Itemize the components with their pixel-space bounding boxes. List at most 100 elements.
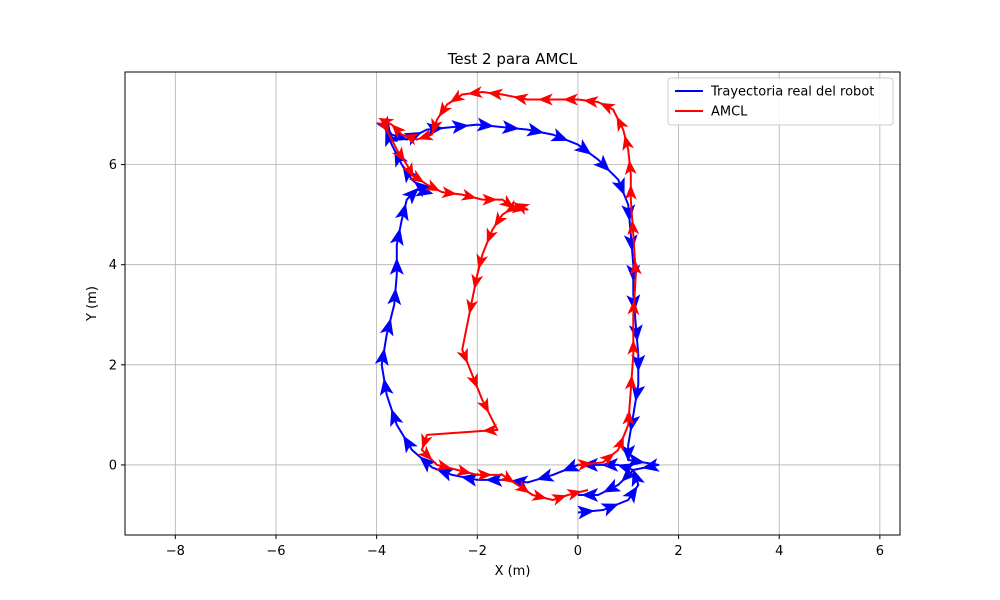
series-point-trayectoria xyxy=(401,187,419,205)
series-point-amcl xyxy=(566,489,583,501)
series-point-amcl xyxy=(408,169,425,183)
series-point-amcl xyxy=(424,179,441,192)
series-point-amcl xyxy=(376,116,389,133)
series-point-trayectoria xyxy=(526,122,545,137)
series-point-trayectoria xyxy=(389,127,408,142)
series-point-trayectoria xyxy=(601,457,619,472)
series-point-trayectoria xyxy=(436,468,455,482)
series-point-amcl xyxy=(514,479,530,494)
y-tick-label: 6 xyxy=(109,158,117,173)
series-point-amcl xyxy=(402,133,419,146)
series-point-trayectoria xyxy=(631,468,645,488)
series-point-amcl xyxy=(627,219,640,236)
series-point-amcl xyxy=(456,347,468,364)
series-point-trayectoria xyxy=(611,177,625,196)
plot-frame xyxy=(124,71,901,536)
series-point-amcl xyxy=(449,89,466,103)
series-point-trayectoria xyxy=(419,456,437,473)
series-point-trayectoria xyxy=(451,120,469,134)
y-tick-label: 4 xyxy=(109,258,117,273)
series-point-amcl xyxy=(401,161,414,178)
series-point-amcl xyxy=(499,469,515,484)
x-tick-label: −4 xyxy=(367,544,386,559)
series-point-amcl xyxy=(512,93,529,106)
series-point-trayectoria xyxy=(390,408,404,428)
legend-label-amcl: AMCL xyxy=(711,105,748,120)
series-point-amcl xyxy=(612,436,624,453)
series-point-trayectoria xyxy=(395,203,409,222)
x-tick-label: −2 xyxy=(468,544,487,559)
series-point-amcl xyxy=(550,494,567,506)
series-point-trayectoria xyxy=(577,505,595,520)
series-point-amcl xyxy=(624,374,637,391)
series-point-amcl xyxy=(482,423,498,436)
series-point-amcl xyxy=(417,128,434,141)
series-point-trayectoria xyxy=(389,257,404,275)
series-point-trayectoria xyxy=(379,378,394,396)
series-point-amcl xyxy=(624,184,637,200)
series-point-trayectoria xyxy=(562,458,581,472)
series-point-trayectoria xyxy=(389,228,404,247)
series-point-amcl xyxy=(616,116,629,133)
series-point-amcl xyxy=(531,489,548,501)
series-point-trayectoria xyxy=(374,348,389,366)
series-point-trayectoria xyxy=(631,354,646,372)
series-point-trayectoria xyxy=(501,120,520,134)
series-point-amcl xyxy=(494,211,508,228)
chart-title: Test 2 para AMCL xyxy=(447,50,578,68)
series-point-amcl xyxy=(441,186,457,199)
series-point-amcl xyxy=(486,227,498,244)
series-point-amcl xyxy=(477,468,493,481)
series-point-trayectoria xyxy=(641,458,660,472)
series-point-amcl xyxy=(583,96,599,108)
x-tick-label: 4 xyxy=(775,544,783,559)
legend: Trayectoria real del robot AMCL xyxy=(667,77,894,126)
series-point-amcl xyxy=(622,135,635,151)
series-point-amcl xyxy=(435,459,452,471)
y-tick-label: 0 xyxy=(109,458,117,473)
series-point-trayectoria xyxy=(622,485,638,504)
series-point-amcl xyxy=(562,93,578,106)
series-point-trayectoria xyxy=(550,128,569,142)
series-point-amcl xyxy=(391,124,406,139)
series-point-amcl xyxy=(482,193,498,206)
series-point-amcl xyxy=(599,102,616,115)
series-point-amcl xyxy=(431,117,443,134)
x-tick-label: −8 xyxy=(166,544,185,559)
x-axis-label: X (m) xyxy=(495,564,531,579)
series-point-trayectoria xyxy=(387,287,402,306)
series-point-amcl xyxy=(467,86,483,98)
series-point-trayectoria xyxy=(621,465,639,482)
x-axis-ticks: −8 −6 −4 −2 0 2 4 6 xyxy=(166,535,884,559)
y-axis-label: Y (m) xyxy=(85,286,100,322)
series-point-amcl xyxy=(438,101,453,117)
legend-label-trayectoria: Trayectoria real del robot xyxy=(710,85,874,100)
x-tick-label: 2 xyxy=(674,544,682,559)
y-tick-label: 2 xyxy=(109,358,117,373)
series-point-amcl xyxy=(627,299,640,316)
series-point-trayectoria xyxy=(593,154,611,172)
series-point-amcl xyxy=(476,253,489,270)
series-point-amcl xyxy=(471,273,484,290)
series-point-amcl xyxy=(599,452,615,467)
series-point-trayectoria xyxy=(627,453,645,467)
series-point-amcl xyxy=(487,88,504,101)
series-point-trayectoria xyxy=(600,503,619,517)
series-point-trayectoria xyxy=(603,478,622,493)
series-point-amcl xyxy=(391,146,406,162)
series-point-trayectoria xyxy=(485,472,503,487)
series-point-amcl xyxy=(577,459,593,471)
series-point-amcl xyxy=(466,298,479,315)
series-point-amcl xyxy=(627,339,640,355)
series-point-amcl xyxy=(460,188,477,201)
series-point-trayectoria xyxy=(573,139,592,155)
x-tick-label: 0 xyxy=(574,544,582,559)
series-point-amcl xyxy=(537,93,553,106)
series-point-amcl xyxy=(417,445,433,461)
series-point-trayectoria xyxy=(403,435,418,454)
series-point-trayectoria xyxy=(581,488,599,502)
series-point-trayectoria xyxy=(379,318,394,337)
series-point-amcl xyxy=(476,397,489,414)
series-point-amcl xyxy=(622,409,635,426)
